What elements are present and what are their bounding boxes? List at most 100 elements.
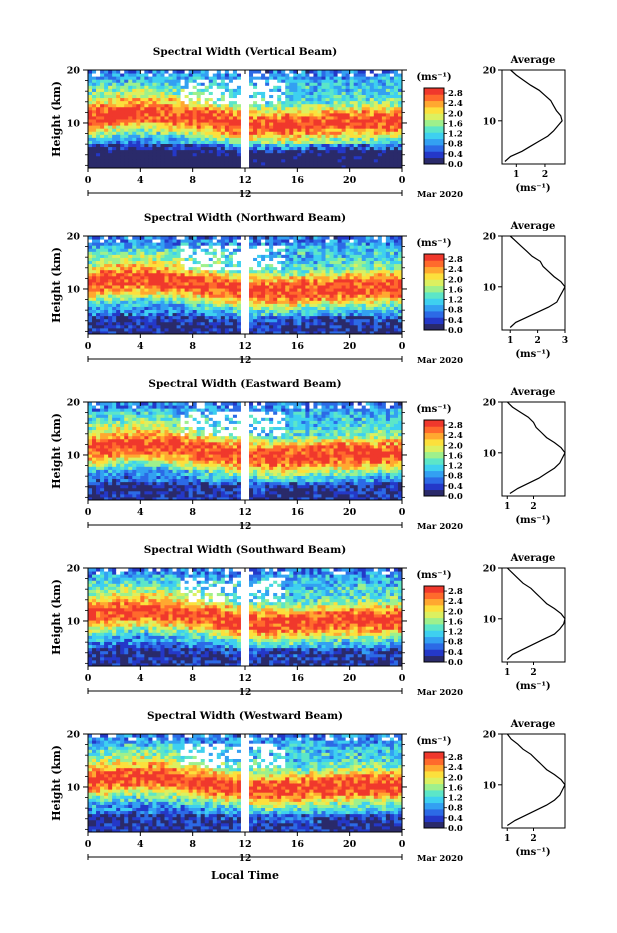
heatmap-cell — [309, 144, 314, 148]
heatmap-cell — [124, 322, 129, 326]
heatmap-cell — [366, 131, 371, 135]
heatmap-cell — [277, 125, 282, 129]
heatmap-cell — [209, 282, 214, 286]
heatmap-cell — [233, 270, 238, 274]
heatmap-cell — [124, 270, 129, 274]
heatmap-cell — [277, 128, 282, 132]
heatmap-cell — [185, 82, 190, 86]
heatmap-cell — [366, 110, 371, 114]
heatmap-cell — [350, 134, 355, 138]
heatmap-cell — [305, 257, 310, 261]
heatmap-gap-cell — [245, 319, 250, 323]
heatmap-cell — [140, 257, 145, 261]
heatmap-cell — [144, 261, 149, 265]
heatmap-cell — [233, 236, 238, 240]
heatmap-cell — [136, 95, 141, 99]
heatmap-cell — [285, 131, 290, 135]
heatmap-cell — [350, 156, 355, 160]
heatmap-cell — [164, 116, 169, 120]
heatmap-cell — [185, 85, 190, 89]
heatmap-cell — [112, 239, 117, 243]
heatmap-gap-cell — [245, 144, 250, 148]
heatmap-cell — [96, 270, 101, 274]
heatmap-cell — [197, 313, 202, 317]
heatmap-cell — [140, 325, 145, 329]
heatmap-cell — [350, 236, 355, 240]
heatmap-cell — [100, 116, 105, 120]
heatmap-cell — [346, 91, 351, 95]
heatmap-cell — [378, 239, 383, 243]
heatmap-cell — [289, 150, 294, 154]
heatmap-cell — [273, 156, 278, 160]
heatmap-cell — [177, 273, 182, 277]
heatmap-cell — [233, 328, 238, 332]
heatmap-cell — [317, 254, 322, 258]
heatmap-cell — [221, 325, 226, 329]
heatmap-cell — [104, 88, 109, 92]
heatmap-cell — [338, 156, 343, 160]
heatmap-cell — [221, 125, 226, 129]
heatmap-cell — [301, 279, 306, 283]
heatmap-cell — [354, 310, 359, 314]
heatmap-cell — [209, 288, 214, 292]
heatmap-cell — [321, 137, 326, 141]
heatmap-cell — [112, 147, 117, 151]
heatmap-cell — [313, 119, 318, 123]
heatmap-cell — [386, 140, 391, 144]
heatmap-cell — [229, 264, 234, 268]
heatmap-cell — [257, 328, 262, 332]
heatmap-cell — [289, 162, 294, 166]
heatmap-cell — [354, 257, 359, 261]
heatmap-cell — [225, 303, 230, 307]
heatmap-cell — [326, 236, 331, 240]
heatmap-gap-cell — [245, 248, 250, 252]
heatmap-cell — [197, 282, 202, 286]
heatmap-cell — [104, 239, 109, 243]
heatmap-cell — [164, 113, 169, 117]
heatmap-cell — [350, 107, 355, 111]
heatmap-gap-cell — [189, 85, 194, 89]
heatmap-cell — [374, 316, 379, 320]
heatmap-cell — [338, 328, 343, 332]
heatmap-cell — [104, 270, 109, 274]
heatmap-cell — [326, 242, 331, 246]
heatmap-cell — [394, 116, 399, 120]
heatmap-cell — [293, 328, 298, 332]
heatmap-cell — [313, 79, 318, 83]
heatmap-gap-cell — [217, 254, 222, 258]
heatmap-cell — [132, 270, 137, 274]
heatmap-cell — [128, 300, 133, 304]
heatmap-cell — [305, 264, 310, 268]
heatmap-gap-cell — [245, 134, 250, 138]
heatmap-cell — [209, 310, 214, 314]
heatmap-cell — [160, 98, 165, 102]
heatmap-gap-cell — [221, 257, 226, 261]
heatmap-cell — [197, 316, 202, 320]
heatmap-cell — [152, 79, 157, 83]
heatmap-cell — [132, 285, 137, 289]
heatmap-cell — [112, 153, 117, 157]
heatmap-cell — [177, 279, 182, 283]
heatmap-cell — [96, 91, 101, 95]
heatmap-cell — [88, 98, 93, 102]
heatmap-cell — [253, 156, 258, 160]
heatmap-cell — [181, 122, 186, 126]
heatmap-cell — [92, 137, 97, 141]
heatmap-cell — [205, 140, 210, 144]
heatmap-cell — [313, 76, 318, 80]
heatmap-cell — [330, 328, 335, 332]
heatmap-cell — [326, 251, 331, 255]
heatmap-cell — [317, 239, 322, 243]
heatmap-cell — [229, 285, 234, 289]
heatmap-cell — [269, 291, 274, 295]
heatmap-cell — [201, 285, 206, 289]
heatmap-gap-cell — [104, 236, 109, 240]
heatmap-cell — [317, 328, 322, 332]
heatmap-cell — [132, 85, 137, 89]
heatmap-cell — [152, 73, 157, 77]
heatmap-cell — [285, 153, 290, 157]
heatmap-cell — [305, 242, 310, 246]
heatmap-cell — [213, 128, 218, 132]
heatmap-cell — [164, 288, 169, 292]
heatmap-cell — [112, 122, 117, 126]
